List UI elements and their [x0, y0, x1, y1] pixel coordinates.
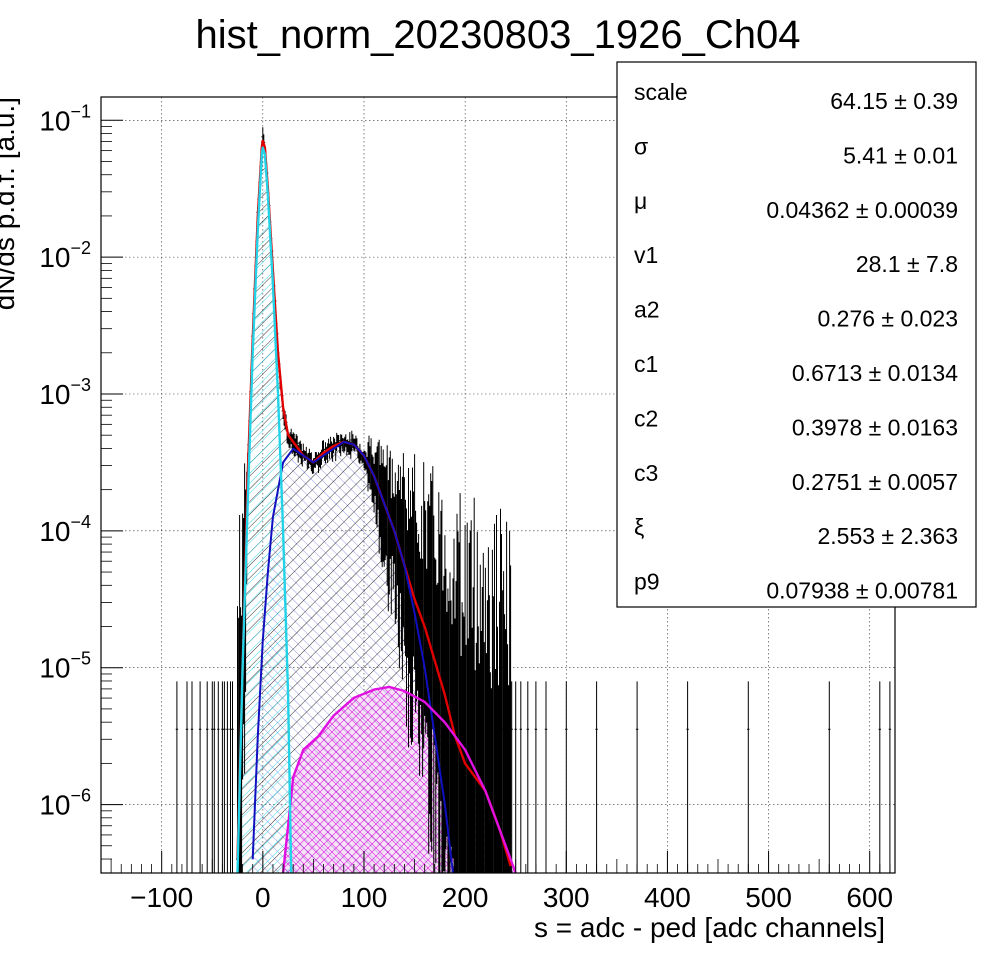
stat-name: a2: [634, 297, 660, 323]
x-tick-label: 0: [255, 882, 271, 913]
stat-name: c2: [634, 405, 658, 431]
stat-value: 0.04362 ± 0.00039: [766, 197, 958, 223]
chart-title: hist_norm_20230803_1926_Ch04: [196, 13, 801, 57]
y-tick-label: 10−2: [39, 238, 91, 273]
x-tick-label: 100: [341, 882, 388, 913]
stat-name: p9: [634, 569, 660, 595]
stat-name: scale: [634, 79, 688, 105]
stat-value: 64.15 ± 0.39: [830, 88, 958, 114]
y-tick-label: 10−5: [39, 649, 91, 684]
stat-name: ξ: [634, 514, 644, 540]
x-axis-ticks: −100 0 100 200 300 400 500 600: [110, 851, 893, 913]
fit-curves: [236, 139, 517, 873]
x-tick-label: −100: [130, 882, 193, 913]
stats-rows: scale 64.15 ± 0.39 σ 5.41 ± 0.01 μ 0.04362 ± …: [634, 79, 958, 604]
x-tick-label: 400: [644, 882, 691, 913]
stat-value: 5.41 ± 0.01: [843, 142, 958, 168]
stat-value: 28.1 ± 7.8: [856, 251, 958, 277]
x-tick-label: 600: [846, 882, 893, 913]
pedestal-hatch: [237, 147, 292, 873]
y-tick-label: 10−4: [39, 512, 91, 547]
y-tick-label: 10−3: [39, 375, 91, 410]
stats-box-frame: [616, 61, 977, 608]
total-fit-curve: [236, 139, 512, 867]
one-pe-hatch: [252, 441, 453, 873]
stat-value: 0.07938 ± 0.00781: [766, 578, 958, 604]
pedestal-curve: [236, 146, 293, 873]
stat-value: 0.276 ± 0.023: [817, 306, 958, 332]
stat-value: 0.2751 ± 0.0057: [792, 469, 958, 495]
x-tick-label: 300: [543, 882, 590, 913]
x-tick-label: 500: [745, 882, 792, 913]
y-axis-label: dN/ds p.d.f. [a.u.]: [0, 97, 20, 310]
stat-value: 2.553 ± 2.363: [817, 523, 958, 549]
stat-name: v1: [634, 242, 658, 268]
stat-name: σ: [634, 133, 648, 159]
y-tick-label: 10−1: [39, 101, 91, 136]
stat-value: 0.3978 ± 0.0163: [792, 414, 958, 440]
fit-parameters-box: scale 64.15 ± 0.39 σ 5.41 ± 0.01 μ 0.04362 ± …: [616, 61, 977, 608]
y-tick-label: 10−6: [39, 786, 91, 821]
stat-name: c3: [634, 460, 658, 486]
x-axis-label: s = adc - ped [adc channels]: [534, 912, 885, 943]
stat-value: 0.6713 ± 0.0134: [792, 360, 958, 386]
stat-name: c1: [634, 351, 658, 377]
x-tick-label: 200: [442, 882, 489, 913]
two-pe-curve: [281, 685, 517, 873]
y-axis-ticks: 10−1 10−2 10−3 10−4 10−5 10−6: [39, 101, 123, 860]
stat-name: μ: [634, 188, 647, 214]
one-pe-curve: [251, 440, 454, 873]
